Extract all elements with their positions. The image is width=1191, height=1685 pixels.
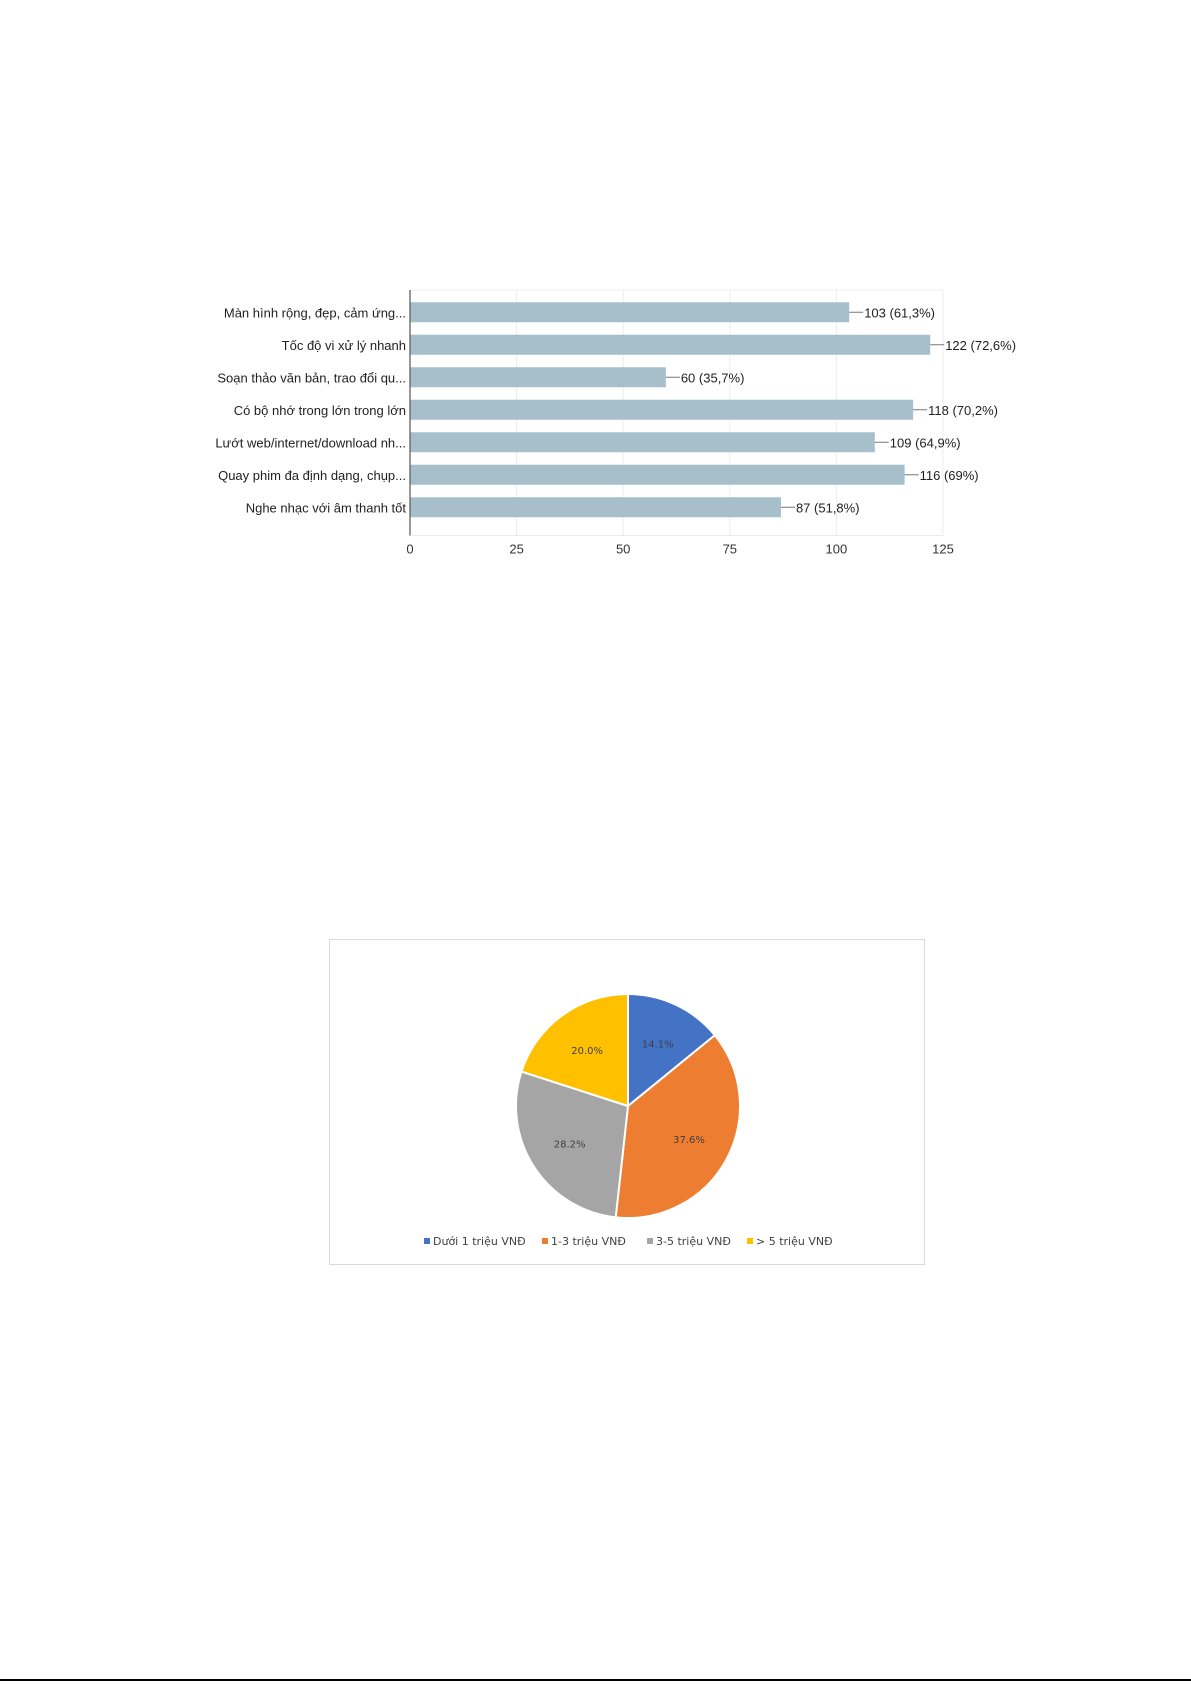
legend-label: 3-5 triệu VNĐ bbox=[656, 1235, 731, 1248]
x-tick-label: 25 bbox=[509, 542, 523, 557]
slice-data-label: 20.0% bbox=[571, 1046, 603, 1057]
data-label: 60 (35,7%) bbox=[681, 370, 745, 385]
pie-slice bbox=[520, 992, 629, 1108]
bar bbox=[410, 432, 875, 453]
data-label: 116 (69%) bbox=[920, 468, 979, 483]
bar bbox=[410, 464, 905, 485]
slice-data-label: 14.1% bbox=[642, 1039, 674, 1050]
pie-chart-frame: 14.1% 37.6% 28.2% 20.0% Dưới 1 triệu VNĐ 1-3 … bbox=[329, 939, 925, 1265]
x-tick-label: 50 bbox=[616, 542, 630, 557]
category-label: Tốc độ vi xử lý nhanh bbox=[282, 338, 406, 353]
data-label: 109 (64,9%) bbox=[890, 435, 961, 450]
data-label: 122 (72,6%) bbox=[945, 338, 1016, 353]
x-tick-label: 125 bbox=[932, 542, 954, 557]
pie-chart: 14.1% 37.6% 28.2% 20.0% Dưới 1 triệu VNĐ 1-3 … bbox=[424, 992, 833, 1248]
legend-swatch bbox=[647, 1238, 653, 1244]
bar bbox=[410, 497, 781, 518]
x-tick-label: 0 bbox=[406, 542, 413, 557]
data-label: 103 (61,3%) bbox=[864, 305, 935, 320]
bar-chart: 0 25 50 75 100 125 Màn hình rộng, đẹp, cảm ứng… bbox=[215, 289, 1016, 557]
pie-slice bbox=[614, 1033, 741, 1219]
category-label: Soạn thảo văn bản, trao đổi qu... bbox=[217, 370, 406, 385]
category-label: Lướt web/internet/download nh... bbox=[215, 435, 406, 450]
bar bbox=[410, 302, 850, 323]
slice-data-label: 28.2% bbox=[554, 1140, 586, 1151]
legend-swatch bbox=[424, 1238, 430, 1244]
data-label: 87 (51,8%) bbox=[796, 500, 860, 515]
slice-data-label: 37.6% bbox=[673, 1135, 705, 1146]
legend-label: > 5 triệu VNĐ bbox=[756, 1235, 833, 1248]
page-bottom-rule bbox=[0, 1679, 1191, 1681]
category-label: Có bộ nhớ trong lớn trong lớn bbox=[234, 403, 406, 418]
x-tick-label: 75 bbox=[723, 542, 737, 557]
legend-swatch bbox=[542, 1238, 548, 1244]
category-label: Nghe nhạc với âm thanh tốt bbox=[246, 500, 407, 515]
x-tick-label: 100 bbox=[826, 542, 848, 557]
legend-label: Dưới 1 triệu VNĐ bbox=[433, 1235, 526, 1248]
pie-slice bbox=[627, 992, 717, 1109]
legend-swatch bbox=[747, 1238, 753, 1244]
pie-slice bbox=[515, 1070, 630, 1219]
bar bbox=[410, 399, 914, 420]
data-label: 118 (70,2%) bbox=[928, 403, 998, 418]
category-label: Quay phim đa định dạng, chụp... bbox=[218, 468, 406, 483]
legend-label: 1-3 triệu VNĐ bbox=[551, 1235, 626, 1248]
category-label: Màn hình rộng, đẹp, cảm ứng... bbox=[224, 305, 406, 320]
bar bbox=[410, 334, 931, 355]
bar bbox=[410, 367, 666, 388]
